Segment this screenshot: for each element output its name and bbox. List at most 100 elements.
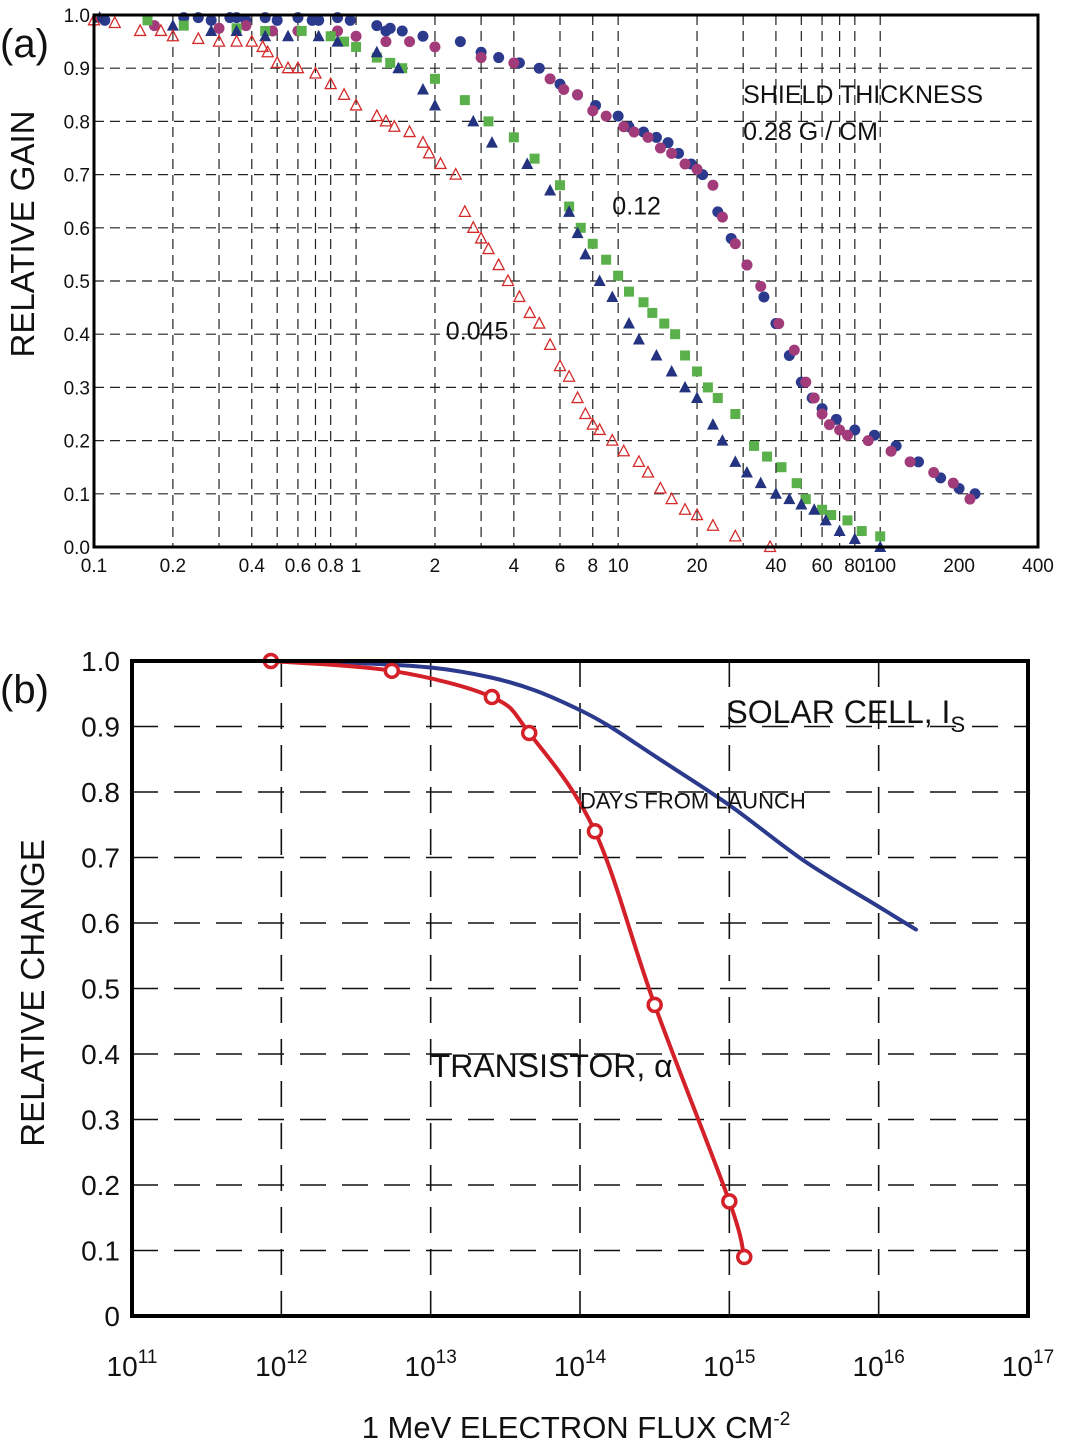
data-point <box>483 688 501 706</box>
data-point <box>670 329 681 340</box>
data-point <box>755 280 767 292</box>
data-point <box>623 286 634 297</box>
chart-a-ticks: 0.00.10.20.30.40.50.60.70.80.91.00.1 0.2 0… <box>64 6 1054 577</box>
data-point <box>800 494 811 505</box>
chart-a-ytick-label: 0.5 <box>64 272 90 293</box>
data-point <box>578 406 592 420</box>
data-point <box>205 14 217 26</box>
data-point <box>628 126 640 138</box>
data-point <box>678 502 692 515</box>
data-point <box>385 57 396 68</box>
chart-a: 0.00.10.20.30.40.50.60.70.80.91.00.1 0.2 0… <box>4 6 1054 577</box>
data-point <box>605 433 619 446</box>
chart-b-xtick-label: 1017 <box>1002 1347 1054 1382</box>
chart-b-xlabel: 1 MeV ELECTRON FLUX CM-2 <box>362 1409 791 1445</box>
data-point <box>587 105 599 117</box>
xtick-base: 10 <box>255 1351 286 1382</box>
chart-a-xtick-label: 0.8 <box>317 556 343 577</box>
data-point <box>544 184 557 196</box>
chart-a-xtick-label: 20 <box>686 556 707 577</box>
data-point <box>632 454 646 468</box>
data-point <box>754 476 767 489</box>
data-point <box>622 317 635 329</box>
xtick-base: 10 <box>853 1351 884 1382</box>
data-point <box>396 25 408 37</box>
data-point <box>383 662 401 680</box>
chart-a-xtick-label: 0.1 <box>81 556 107 577</box>
series-0-28-g-cm-b <box>148 20 976 505</box>
data-point <box>740 466 753 478</box>
data-point <box>392 61 405 74</box>
data-point <box>769 487 782 499</box>
chart-b-xtick-label: 1015 <box>703 1347 755 1382</box>
data-point <box>690 507 704 521</box>
data-point <box>422 145 436 159</box>
data-point <box>642 131 654 143</box>
data-point <box>337 87 351 100</box>
data-point <box>601 254 612 265</box>
chart-b-ytick-label: 0 <box>104 1301 120 1332</box>
chart-a-ylabel: RELATIVE GAIN <box>4 111 41 358</box>
data-point <box>261 44 275 58</box>
data-point <box>178 20 189 31</box>
data-point <box>706 518 720 531</box>
chart-b-xtick-label: 1016 <box>853 1347 905 1382</box>
data-point <box>230 34 244 47</box>
data-point <box>618 121 630 133</box>
data-point <box>729 455 742 467</box>
data-point <box>492 257 506 271</box>
data-point <box>875 531 886 542</box>
data-point <box>429 73 440 84</box>
data-point <box>371 52 382 63</box>
chart-b-ticks: 1011 1012 1013 1014 1015 1016 101700.10.20.30.… <box>81 646 1054 1382</box>
xtick-exponent: 12 <box>286 1347 307 1368</box>
data-point <box>108 15 122 29</box>
data-point <box>416 135 430 148</box>
data-point <box>593 274 606 286</box>
data-point <box>947 477 959 489</box>
data-point <box>474 231 488 244</box>
data-point <box>650 348 663 361</box>
chart-a-xtick-label: 200 <box>943 556 975 577</box>
chart-a-ytick-label: 0.1 <box>64 485 90 506</box>
data-point <box>730 409 741 419</box>
chart-b-ylabel: RELATIVE CHANGE <box>14 839 51 1146</box>
data-point <box>281 60 295 74</box>
chart-a-xtick-label: 2 <box>430 556 441 577</box>
data-point <box>885 445 897 457</box>
chart-b-ytick-label: 0.5 <box>81 974 120 1005</box>
data-point <box>612 110 624 122</box>
data-point <box>154 23 168 37</box>
data-point <box>379 113 393 127</box>
chart-a-ytick-label: 1.0 <box>64 6 90 27</box>
data-point <box>553 358 567 372</box>
data-point <box>826 510 837 521</box>
data-point <box>586 417 600 430</box>
data-point <box>313 14 325 26</box>
data-point <box>800 376 812 388</box>
chart-a-annotation: 0.28 G / CM <box>743 118 878 146</box>
data-point <box>741 259 753 271</box>
data-point <box>521 157 534 169</box>
data-point <box>454 36 466 48</box>
data-point <box>848 532 861 545</box>
data-point <box>692 366 703 377</box>
data-point <box>841 429 853 441</box>
data-point <box>529 153 540 164</box>
data-point <box>533 62 545 74</box>
data-point <box>665 491 679 505</box>
data-point <box>862 435 874 447</box>
data-point <box>213 22 225 34</box>
xtick-exponent: 11 <box>138 1347 158 1368</box>
data-point <box>532 316 546 329</box>
data-point <box>512 289 526 303</box>
data-point <box>245 34 259 47</box>
data-point <box>928 467 940 479</box>
data-point <box>587 238 598 249</box>
data-point <box>721 1193 738 1210</box>
chart-b-ytick-label: 0.7 <box>81 843 120 874</box>
data-point <box>654 142 666 154</box>
data-point <box>417 30 429 42</box>
chart-b-ytick-label: 1.0 <box>81 646 120 677</box>
chart-a-annotations: SHIELD THICKNESS 0.28 G / CM 0.12 0.045 <box>446 81 983 346</box>
